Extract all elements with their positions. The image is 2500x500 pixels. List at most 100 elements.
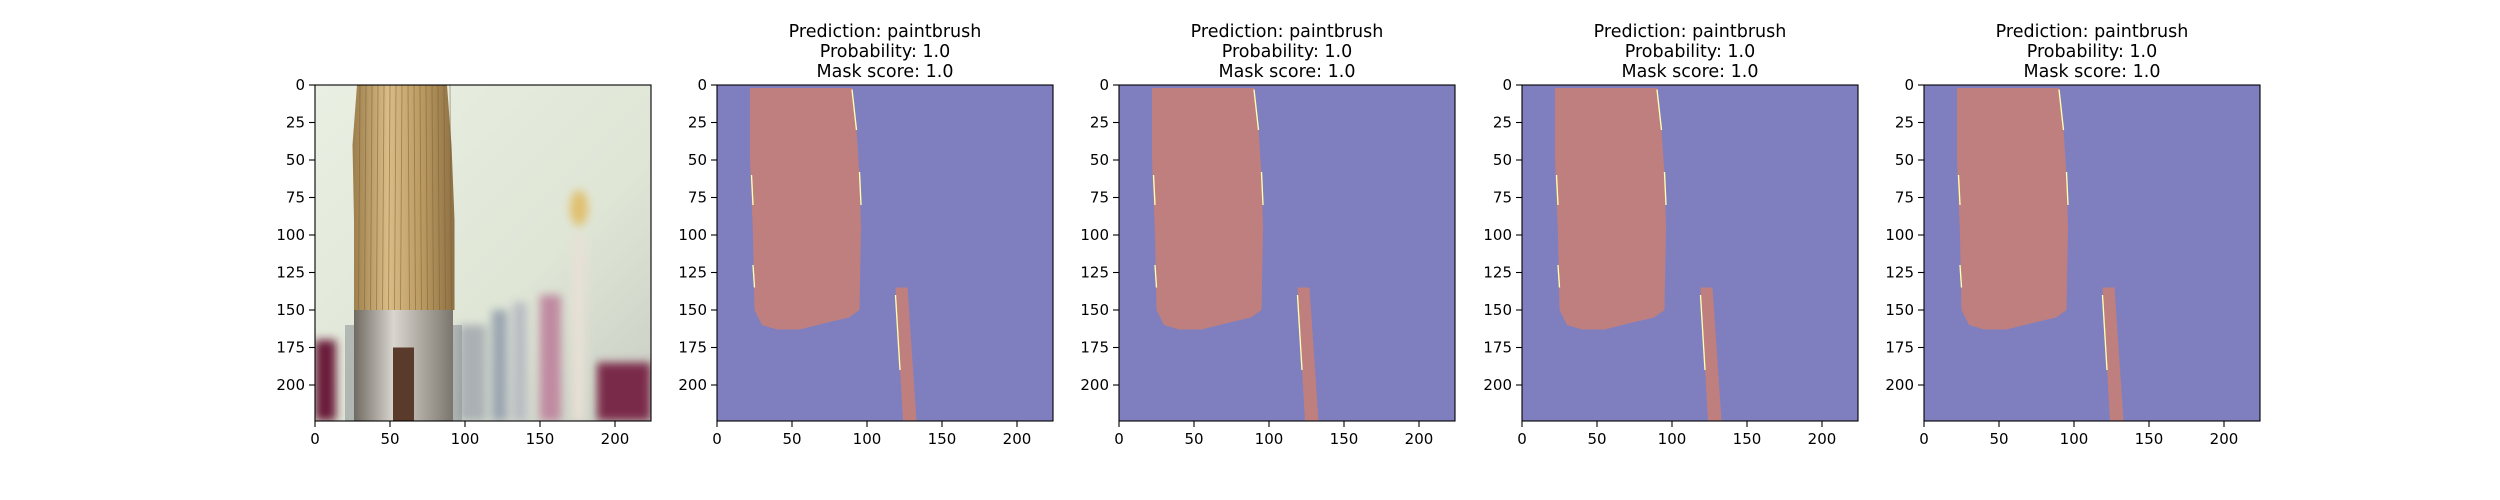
mask-overlay-2-xtick-label-2: 100 bbox=[1255, 430, 1284, 448]
mask-overlay-1-ytick-label-3: 75 bbox=[688, 189, 707, 207]
photo-content bbox=[315, 85, 651, 421]
mask-overlay-3-ytick-label-4: 100 bbox=[1483, 226, 1512, 244]
mask-overlay-4-ytick-label-5: 125 bbox=[1885, 264, 1914, 282]
mask-overlay-4-ytick-label-6: 150 bbox=[1885, 301, 1914, 319]
mask-overlay-2-ytick-label-0: 0 bbox=[1099, 76, 1109, 94]
mask-overlay-4-xtick-label-2: 100 bbox=[2060, 430, 2089, 448]
mask-overlay-3-ytick-label-5: 125 bbox=[1483, 264, 1512, 282]
mask-overlay-2-xtick-label-4: 200 bbox=[1405, 430, 1434, 448]
mask-overlay-4-xtick-label-0: 0 bbox=[1919, 430, 1929, 448]
bristle-strands bbox=[358, 85, 452, 311]
original-image-ytick-label-5: 125 bbox=[276, 264, 305, 282]
mask-overlay-2-title-line-2: Mask score: 1.0 bbox=[1219, 62, 1356, 82]
brush-mask bbox=[1555, 88, 1666, 330]
mask-overlay-4-ytick-label-3: 75 bbox=[1895, 189, 1914, 207]
brush-mask bbox=[1957, 88, 2068, 330]
mask-overlay-1-ytick-label-8: 200 bbox=[678, 376, 707, 394]
blurred-brushes bbox=[315, 190, 651, 421]
mask-overlay-1-ytick-label-1: 25 bbox=[688, 114, 707, 132]
original-image-ytick-label-8: 200 bbox=[276, 376, 305, 394]
mask-overlay-4-xtick-label-1: 50 bbox=[1989, 430, 2008, 448]
mask-overlay-1-xtick-label-3: 150 bbox=[928, 430, 957, 448]
panel-mask-overlay-2: 0 50 100 150 200 0 25 50 75 100 125 150 175 200 Predic… bbox=[1080, 22, 1456, 448]
mask-overlay-3-title-line-2: Mask score: 1.0 bbox=[1622, 62, 1759, 82]
mask-overlay-3-ytick-label-6: 150 bbox=[1483, 301, 1512, 319]
mask-edges bbox=[1555, 89, 1706, 371]
mask-overlay-2-ytick-label-4: 100 bbox=[1080, 226, 1109, 244]
mask-overlay-1-xtick-label-2: 100 bbox=[853, 430, 882, 448]
mask-overlay-4-xtick-label-4: 200 bbox=[2210, 430, 2239, 448]
mask-overlay-4-ytick-label-8: 200 bbox=[1885, 376, 1914, 394]
mask-overlay-3-title-line-0: Prediction: paintbrush bbox=[1594, 22, 1787, 42]
mask-overlay-3-xtick-label-1: 50 bbox=[1587, 430, 1606, 448]
mask-overlay-2-ytick-label-5: 125 bbox=[1080, 264, 1109, 282]
mask-edges bbox=[1152, 89, 1303, 371]
mask-overlay-2-ytick-label-3: 75 bbox=[1090, 189, 1109, 207]
mask-edges bbox=[1957, 89, 2108, 371]
mask-overlay-1-ytick-label-4: 100 bbox=[678, 226, 707, 244]
mask-overlay-3-ytick-label-7: 175 bbox=[1483, 339, 1512, 357]
original-image-xtick-label-4: 200 bbox=[601, 430, 630, 448]
panel-mask-overlay-4: 0 50 100 150 200 0 25 50 75 100 125 150 175 200 Predic… bbox=[1885, 22, 2261, 448]
original-image-ytick-label-4: 100 bbox=[276, 226, 305, 244]
original-image-ytick-label-2: 50 bbox=[286, 151, 305, 169]
mask-overlay-1-ytick-label-2: 50 bbox=[688, 151, 707, 169]
brush-handle bbox=[393, 347, 414, 421]
mask-overlay-3-xtick-label-0: 0 bbox=[1517, 430, 1527, 448]
mask-overlay-4-title-line-1: Probability: 1.0 bbox=[2027, 42, 2158, 62]
mask-overlay-1-xtick-label-0: 0 bbox=[712, 430, 722, 448]
mask-overlay-2-ytick-label-7: 175 bbox=[1080, 339, 1109, 357]
mask-overlay-2-image bbox=[1119, 85, 1455, 421]
original-image-ytick-label-0: 0 bbox=[295, 76, 305, 94]
mask-overlay-4-ytick-label-7: 175 bbox=[1885, 339, 1914, 357]
mask-overlay-3-ytick-label-8: 200 bbox=[1483, 376, 1512, 394]
mask-overlay-4-title-line-0: Prediction: paintbrush bbox=[1996, 22, 2189, 42]
mask-overlay-2-xtick-label-0: 0 bbox=[1114, 430, 1124, 448]
handle-mask bbox=[2102, 287, 2124, 421]
original-image-ytick-label-6: 150 bbox=[276, 301, 305, 319]
handle-mask bbox=[1700, 287, 1722, 421]
original-image-xtick-label-3: 150 bbox=[526, 430, 555, 448]
handle-mask bbox=[895, 287, 917, 421]
panel-mask-overlay-3: 0 50 100 150 200 0 25 50 75 100 125 150 175 200 Predic… bbox=[1483, 22, 1859, 448]
mask-overlay-4-ytick-label-2: 50 bbox=[1895, 151, 1914, 169]
mask-overlay-2-ytick-label-8: 200 bbox=[1080, 376, 1109, 394]
mask-overlay-1-xtick-label-4: 200 bbox=[1003, 430, 1032, 448]
mask-overlay-1-title-line-2: Mask score: 1.0 bbox=[817, 62, 954, 82]
mask-overlay-2-title-line-0: Prediction: paintbrush bbox=[1191, 22, 1384, 42]
mask-overlay-1-axes-frame bbox=[716, 84, 1054, 422]
original-image-xtick-label-0: 0 bbox=[310, 430, 320, 448]
mask-overlay-3-ytick-label-1: 25 bbox=[1493, 114, 1512, 132]
original-image-ytick-label-7: 175 bbox=[276, 339, 305, 357]
mask-overlay-1-title-line-0: Prediction: paintbrush bbox=[789, 22, 982, 42]
mask-overlay-1-image bbox=[717, 85, 1053, 421]
panel-original-image: 0 50 100 150 200 0 25 50 75 100 125 150 175 200 bbox=[276, 76, 652, 448]
mask-overlay-2-axes-frame bbox=[1118, 84, 1456, 422]
mask-overlay-2-xtick-label-1: 50 bbox=[1184, 430, 1203, 448]
mask-overlay-2-title-line-1: Probability: 1.0 bbox=[1222, 42, 1353, 62]
mask-overlay-4-image bbox=[1924, 85, 2260, 421]
mask-overlay-3-ytick-label-3: 75 bbox=[1493, 189, 1512, 207]
mask-overlay-3-ytick-label-0: 0 bbox=[1502, 76, 1512, 94]
mask-overlay-1-title-line-1: Probability: 1.0 bbox=[820, 42, 951, 62]
mask-overlay-2-ytick-label-2: 50 bbox=[1090, 151, 1109, 169]
mask-overlay-4-ytick-label-4: 100 bbox=[1885, 226, 1914, 244]
mask-overlay-2-ytick-label-1: 25 bbox=[1090, 114, 1109, 132]
mask-overlay-3-image bbox=[1522, 85, 1858, 421]
original-image-axes-frame bbox=[314, 84, 652, 422]
mask-overlay-3-xtick-label-4: 200 bbox=[1808, 430, 1837, 448]
mask-overlay-1-ytick-label-6: 150 bbox=[678, 301, 707, 319]
mask-overlay-3-xtick-label-3: 150 bbox=[1733, 430, 1762, 448]
brush-mask bbox=[750, 88, 861, 330]
panel-mask-overlay-1: 0 50 100 150 200 0 25 50 75 100 125 150 175 200 Predic… bbox=[678, 22, 1054, 448]
original-image-ytick-label-1: 25 bbox=[286, 114, 305, 132]
mask-overlay-4-ytick-label-1: 25 bbox=[1895, 114, 1914, 132]
mask-overlay-1-ytick-label-5: 125 bbox=[678, 264, 707, 282]
mask-overlay-1-xtick-label-1: 50 bbox=[782, 430, 801, 448]
mask-overlay-2-ytick-label-6: 150 bbox=[1080, 301, 1109, 319]
mask-overlay-4-xtick-label-3: 150 bbox=[2135, 430, 2164, 448]
mask-overlay-3-ytick-label-2: 50 bbox=[1493, 151, 1512, 169]
mask-overlay-1-ytick-label-0: 0 bbox=[697, 76, 707, 94]
mask-overlay-3-title-line-1: Probability: 1.0 bbox=[1625, 42, 1756, 62]
